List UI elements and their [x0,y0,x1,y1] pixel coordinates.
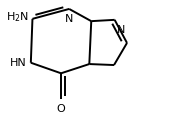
Text: HN: HN [10,58,27,68]
Text: N: N [117,25,125,35]
Text: N: N [65,14,73,24]
Text: O: O [57,104,65,114]
Text: $\mathregular{H_2N}$: $\mathregular{H_2N}$ [6,11,29,24]
